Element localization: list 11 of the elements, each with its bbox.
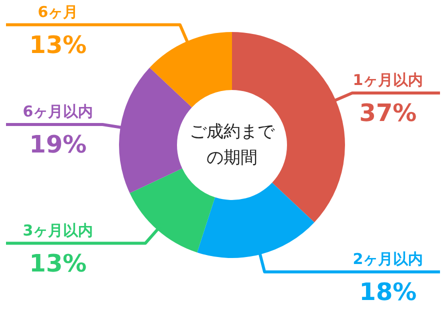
slice-label: 2ヶ月以内 xyxy=(352,250,424,268)
text: ご成約までの期間 xyxy=(188,121,276,170)
data-label: 18% xyxy=(359,278,417,306)
slice-label: 6ヶ月以内 xyxy=(22,102,94,121)
data-label: 13% xyxy=(29,249,87,278)
slice-label: 1ヶ月以内 xyxy=(352,70,424,89)
slice-label: 6ヶ月 xyxy=(38,2,78,21)
data-label: 13% xyxy=(29,30,87,59)
data-label: 19% xyxy=(29,130,87,159)
data-label: 37% xyxy=(359,98,417,127)
slice-label: 3ヶ月以内 xyxy=(22,221,94,240)
